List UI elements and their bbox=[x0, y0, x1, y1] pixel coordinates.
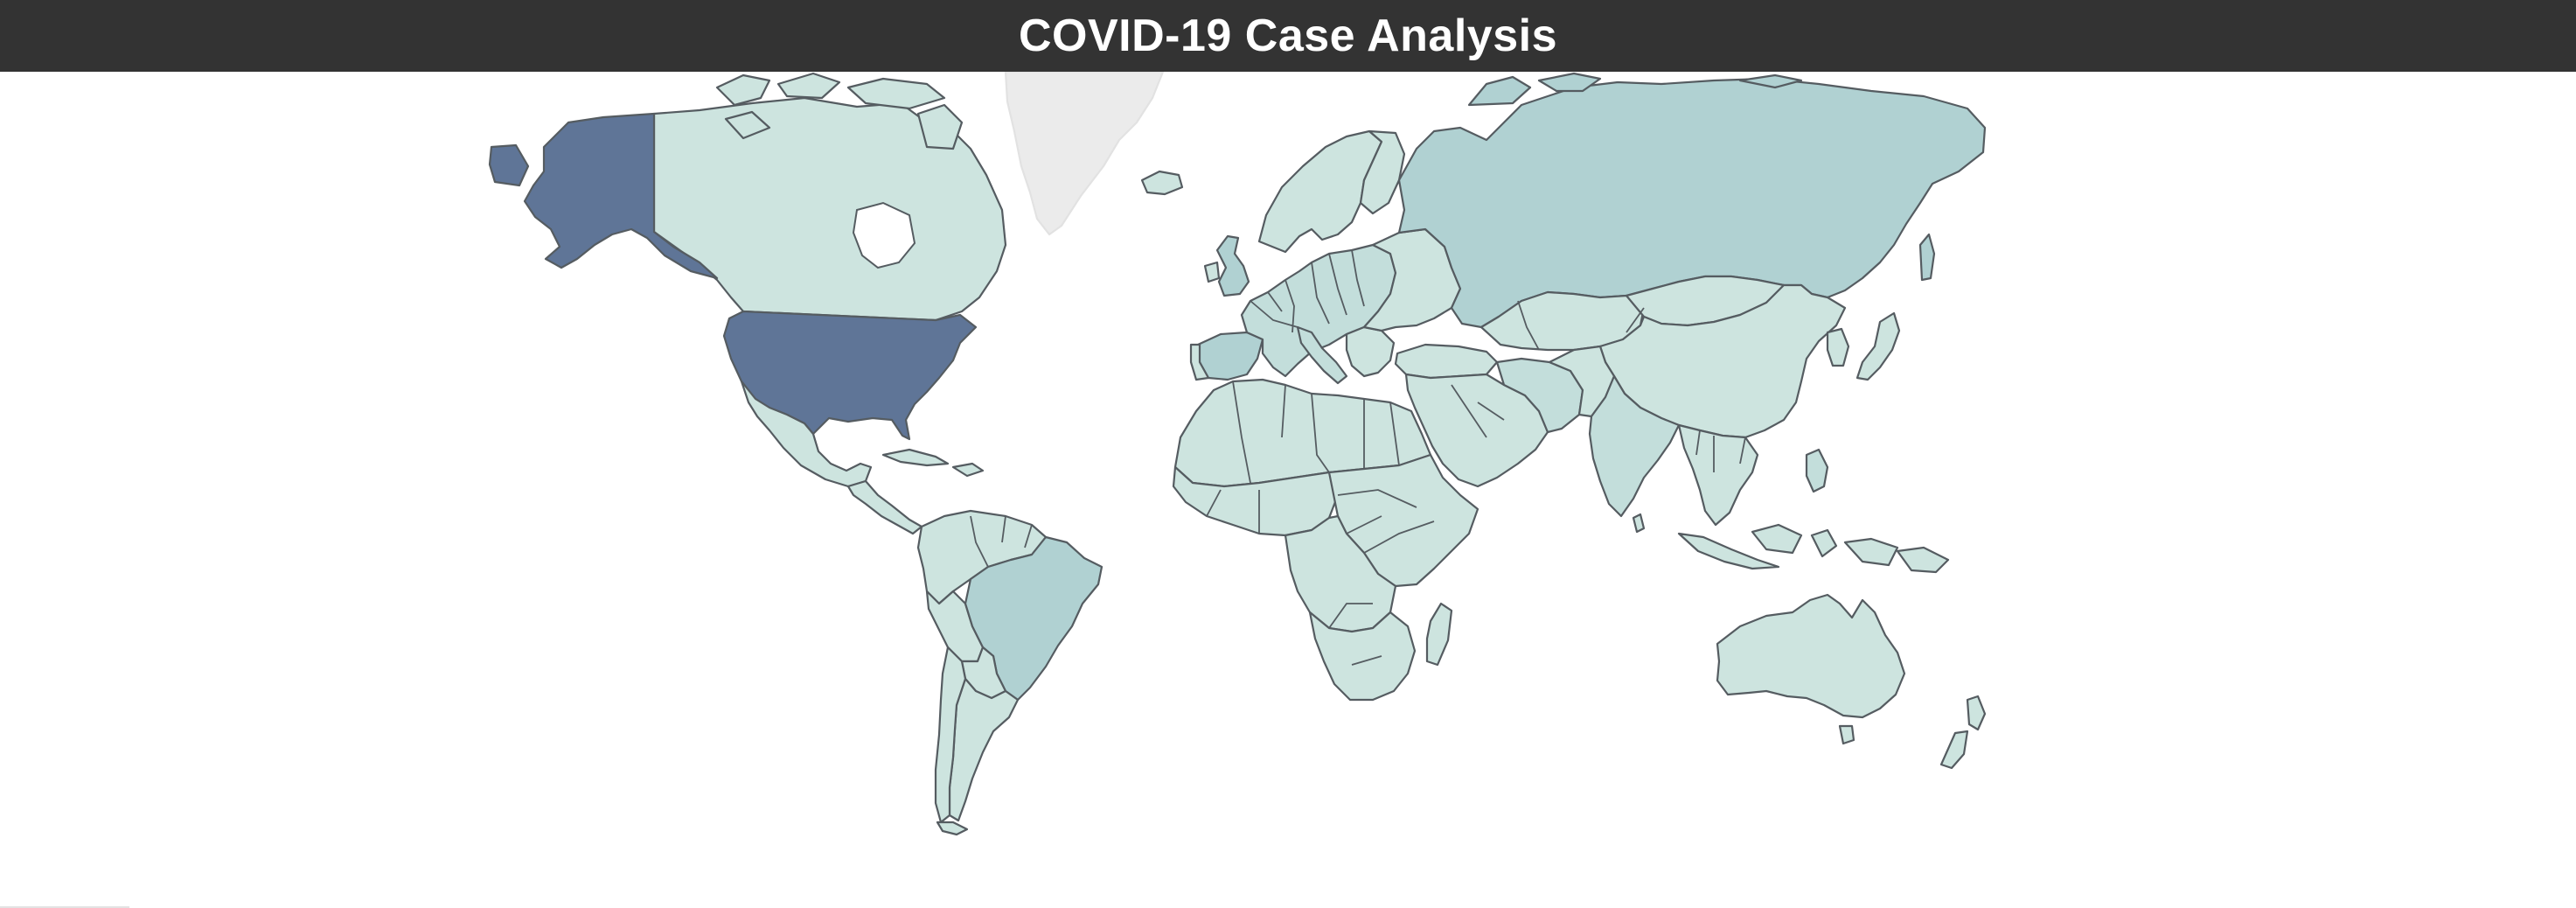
region-alaska-aleutians[interactable] bbox=[488, 143, 530, 187]
map-canvas[interactable] bbox=[0, 72, 2576, 840]
region-united-kingdom[interactable] bbox=[1215, 234, 1250, 297]
region-iran[interactable] bbox=[1495, 357, 1584, 434]
region-russia-arctic-islands[interactable] bbox=[1467, 72, 1803, 107]
region-hispaniola[interactable] bbox=[951, 462, 985, 478]
region-australia[interactable] bbox=[1716, 593, 1906, 719]
region-cuba[interactable] bbox=[881, 448, 950, 467]
page-title: COVID-19 Case Analysis bbox=[1018, 10, 1557, 61]
region-india[interactable] bbox=[1588, 374, 1681, 518]
region-middle-east[interactable] bbox=[1404, 373, 1549, 488]
region-mexico[interactable] bbox=[740, 380, 873, 488]
region-philippines[interactable] bbox=[1805, 448, 1829, 493]
region-chile[interactable] bbox=[934, 646, 967, 824]
region-greenland[interactable] bbox=[1004, 72, 1165, 236]
region-hudson-bay bbox=[852, 201, 916, 269]
region-madagascar[interactable] bbox=[1425, 602, 1453, 667]
border-lines-asia bbox=[1451, 300, 1746, 472]
region-papua-new-guinea[interactable] bbox=[1896, 546, 1950, 574]
region-central-america[interactable] bbox=[846, 479, 923, 535]
region-turkey[interactable] bbox=[1394, 343, 1499, 380]
region-spain[interactable] bbox=[1196, 331, 1264, 381]
region-tierra-del-fuego[interactable] bbox=[936, 821, 969, 836]
region-sakhalin[interactable] bbox=[1918, 233, 1936, 282]
border-lines-europe bbox=[1250, 249, 1365, 333]
region-argentina[interactable] bbox=[948, 677, 1020, 822]
region-korea[interactable] bbox=[1826, 327, 1850, 367]
region-southern-africa[interactable] bbox=[1308, 611, 1417, 702]
region-ireland[interactable] bbox=[1203, 261, 1221, 283]
world-choropleth-map[interactable] bbox=[0, 72, 2576, 908]
region-sri-lanka[interactable] bbox=[1632, 513, 1646, 534]
region-new-zealand[interactable] bbox=[1939, 695, 1987, 770]
region-canada-arctic-islands[interactable] bbox=[715, 72, 964, 150]
region-portugal[interactable] bbox=[1189, 343, 1210, 381]
region-central-africa[interactable] bbox=[1284, 514, 1397, 633]
region-indonesia[interactable] bbox=[1677, 523, 1899, 570]
region-alaska[interactable] bbox=[523, 112, 719, 280]
region-finland[interactable] bbox=[1359, 129, 1406, 215]
region-italy[interactable] bbox=[1296, 325, 1348, 385]
region-balkans[interactable] bbox=[1345, 325, 1396, 378]
region-japan[interactable] bbox=[1855, 311, 1901, 381]
border-lines-africa bbox=[1206, 381, 1435, 666]
title-bar: COVID-19 Case Analysis bbox=[0, 0, 2576, 72]
region-russia[interactable] bbox=[1397, 77, 1987, 329]
region-kazakhstan[interactable] bbox=[1479, 290, 1646, 352]
region-iceland[interactable] bbox=[1140, 170, 1184, 196]
region-southeast-asia[interactable] bbox=[1677, 423, 1759, 527]
border-lines-south-america bbox=[970, 515, 1033, 568]
region-tasmania[interactable] bbox=[1838, 724, 1855, 745]
